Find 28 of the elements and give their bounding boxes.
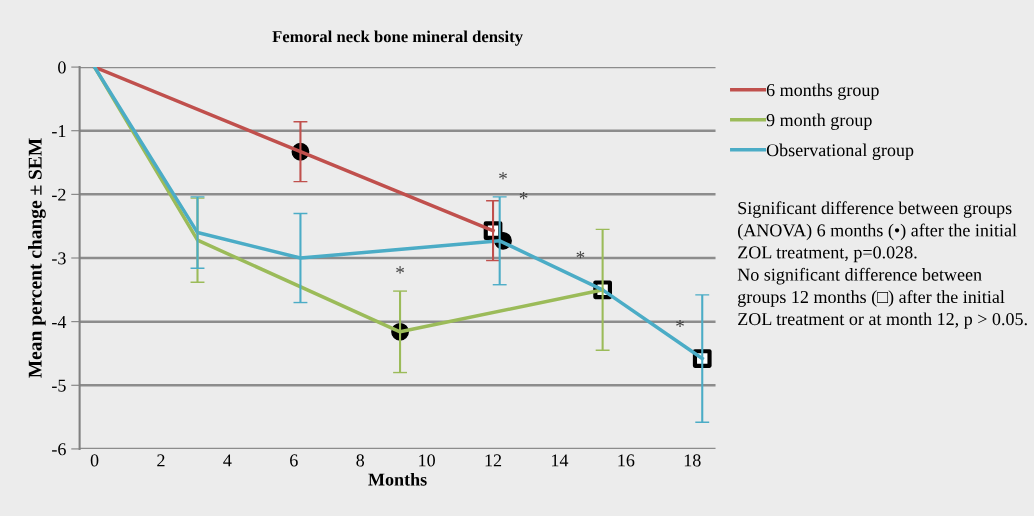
legend-label: 9 month group (766, 113, 872, 130)
x-tick-label: 12 (485, 454, 502, 467)
chart-title: Femoral neck bone mineral density (272, 30, 523, 46)
x-tick-label: 0 (90, 454, 99, 467)
y-tick-label: -6 (52, 443, 66, 456)
data-label: * (519, 192, 528, 200)
y-tick-label: -5 (52, 379, 66, 392)
data-label: * (576, 251, 585, 259)
data-label: * (396, 266, 404, 274)
x-tick-label: 4 (223, 454, 232, 467)
x-tick-label: 14 (552, 454, 569, 467)
y-tick-label: -4 (52, 316, 67, 328)
x-tick-label: 10 (419, 454, 435, 467)
y-tick-label: 0 (58, 61, 66, 74)
y-tick-label: -1 (52, 125, 66, 137)
legend-label: Observational group (766, 143, 914, 161)
x-tick-label: 6 (290, 454, 298, 467)
legend-label: 6 months group (766, 83, 879, 100)
text: Significant difference between groups (ANOVA) 6 months (•) after the initial ZOL treatment, p=0.028. No significant difference between groups 12 months (□) after the initial ZOL treatment or at month 12, p > 0.05. (737, 201, 1027, 329)
x-tick-label: 16 (618, 454, 635, 467)
data-label: * (499, 172, 507, 180)
y-tick-label: -2 (52, 188, 66, 201)
y-tick-label: -3 (52, 252, 66, 265)
y-axis-title: Mean percent change ± SEM (28, 138, 46, 378)
x-tick-label: 2 (157, 454, 165, 467)
x-tick-label: 8 (356, 454, 365, 467)
x-axis-title: Months (368, 472, 427, 486)
x-tick-label: 18 (684, 454, 701, 467)
